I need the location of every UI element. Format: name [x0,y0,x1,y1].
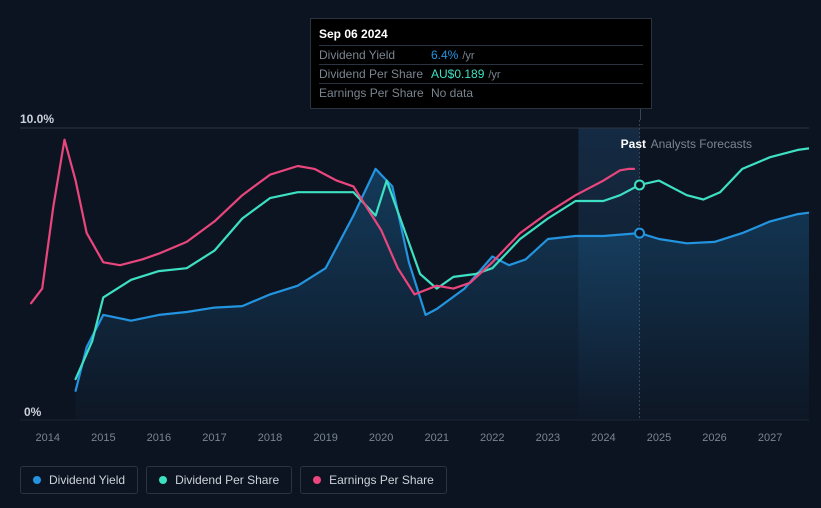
xaxis-tick: 2015 [91,432,115,444]
dividend-chart: Sep 06 2024 Dividend Yield6.4%/yrDividen… [0,0,821,508]
legend-dot-icon [313,476,321,484]
tooltip-metric-label: Dividend Per Share [319,67,431,81]
x-axis: 2014 2015 2016 2017 2018 2019 2020 2021 2022 2023… [20,432,809,452]
legend-label: Dividend Yield [49,473,125,487]
tooltip-row: Dividend Per ShareAU$0.189/yr [319,65,643,84]
yaxis-max: 10.0% [20,112,54,126]
tooltip-metric-unit: /yr [488,69,500,81]
forecast-label: Analysts Forecasts [651,137,752,151]
legend-item[interactable]: Earnings Per Share [300,466,447,494]
xaxis-tick: 2014 [36,432,60,444]
chart-plot-area[interactable]: 10.0% 0% Past Analysts Forecasts [20,120,809,425]
tooltip-metric-value: 6.4% [431,48,458,62]
xaxis-tick: 2025 [647,432,671,444]
xaxis-tick: 2016 [147,432,171,444]
tooltip-date: Sep 06 2024 [319,25,643,46]
tooltip-metric-value: No data [431,86,473,100]
legend-label: Dividend Per Share [175,473,279,487]
tooltip-row: Dividend Yield6.4% /yr [319,46,643,65]
tooltip-metric-label: Earnings Per Share [319,86,431,100]
chart-tooltip: Sep 06 2024 Dividend Yield6.4%/yrDividen… [310,18,652,109]
chart-svg [20,120,809,425]
tooltip-metric-unit: /yr [462,50,474,62]
legend-item[interactable]: Dividend Yield [20,466,138,494]
past-label: Past [621,137,646,151]
xaxis-tick: 2022 [480,432,504,444]
xaxis-tick: 2018 [258,432,282,444]
legend-dot-icon [159,476,167,484]
xaxis-tick: 2021 [424,432,448,444]
legend-item[interactable]: Dividend Per Share [146,466,292,494]
xaxis-tick: 2017 [202,432,226,444]
xaxis-tick: 2019 [313,432,337,444]
xaxis-tick: 2027 [758,432,782,444]
tooltip-metric-label: Dividend Yield [319,48,431,62]
xaxis-tick: 2024 [591,432,615,444]
xaxis-tick: 2023 [536,432,560,444]
tooltip-row: Earnings Per ShareNo data [319,84,643,102]
xaxis-tick: 2026 [702,432,726,444]
xaxis-tick: 2020 [369,432,393,444]
legend-dot-icon [33,476,41,484]
yaxis-min: 0% [24,405,41,419]
legend-label: Earnings Per Share [329,473,434,487]
tooltip-metric-value: AU$0.189 [431,67,484,81]
chart-legend: Dividend Yield Dividend Per Share Earnings… [20,466,447,494]
